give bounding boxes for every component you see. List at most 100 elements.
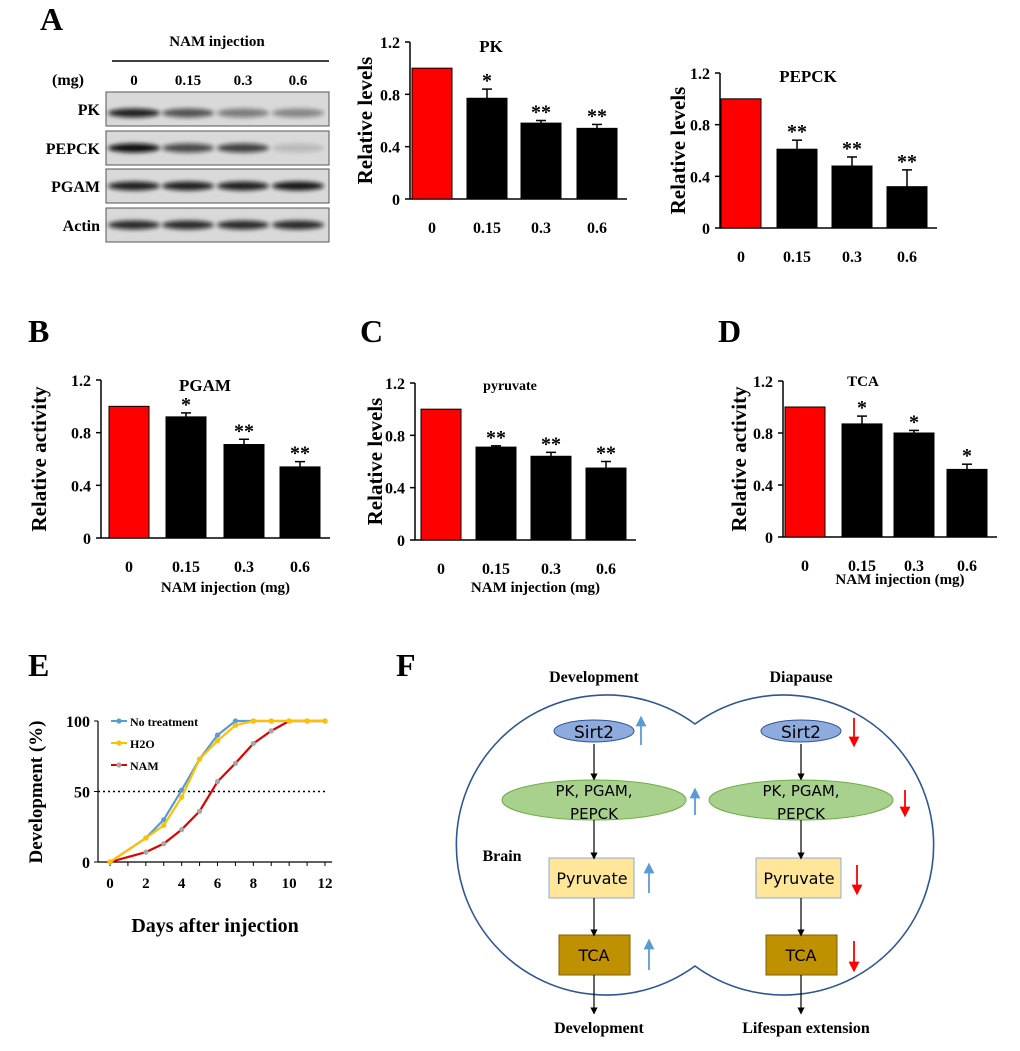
y-tick-label: 0.4 bbox=[753, 478, 773, 495]
blot-band bbox=[108, 220, 160, 230]
data-point bbox=[161, 817, 167, 823]
y-tick-label: 1.2 bbox=[71, 373, 91, 390]
x-tick-label: 0.3 bbox=[842, 249, 862, 266]
blot-band bbox=[217, 181, 269, 191]
x-tick-label: 10 bbox=[282, 876, 297, 892]
legend-label: No treatment bbox=[130, 715, 198, 729]
outcome-label: Development bbox=[554, 1020, 644, 1037]
enzymes-label: PK, PGAM, bbox=[762, 782, 839, 800]
x-tick-label: 0 bbox=[437, 561, 445, 578]
y-tick-label: 0 bbox=[702, 221, 710, 238]
y-tick-label: 50 bbox=[74, 785, 90, 802]
bar bbox=[165, 416, 207, 539]
data-point bbox=[196, 808, 203, 814]
y-tick-label: 0.4 bbox=[380, 140, 400, 157]
bar bbox=[776, 148, 818, 229]
blot-band bbox=[272, 143, 324, 153]
y-tick-label: 0 bbox=[397, 533, 405, 550]
y-axis-label: Relative levels bbox=[353, 57, 377, 185]
significance-label: * bbox=[962, 445, 972, 467]
significance-label: ** bbox=[596, 443, 616, 465]
tca-node bbox=[765, 934, 838, 976]
significance-label: ** bbox=[541, 433, 561, 455]
blot-band bbox=[217, 108, 269, 118]
y-tick-label: 0.4 bbox=[71, 478, 91, 495]
legend-marker bbox=[116, 718, 122, 724]
panel-letter: D bbox=[718, 313, 741, 349]
bar bbox=[411, 67, 453, 200]
enzymes-label: PK, PGAM, bbox=[555, 782, 632, 800]
bar bbox=[475, 446, 517, 541]
blot-band bbox=[108, 181, 160, 191]
data-point bbox=[250, 718, 256, 724]
x-tick-label: 2 bbox=[142, 876, 150, 892]
pathway-left: Development Sirt2 PK, PGAM, PEPCK Pyruvate TC… bbox=[501, 669, 701, 1037]
y-axis-label: Relative levels bbox=[363, 398, 387, 526]
x-tick-label: 12 bbox=[318, 876, 333, 892]
data-point bbox=[232, 760, 239, 766]
blot-band bbox=[272, 220, 324, 230]
sirt2-node bbox=[553, 719, 635, 743]
x-tick-label: 0 bbox=[125, 559, 133, 576]
blot-row-actin bbox=[105, 207, 330, 243]
x-tick-label: 0.6 bbox=[897, 249, 917, 266]
significance-label: ** bbox=[787, 121, 807, 143]
bar bbox=[466, 97, 508, 200]
significance-label: * bbox=[909, 411, 919, 433]
chart-title: pyruvate bbox=[483, 379, 537, 394]
x-tick-label: 0.6 bbox=[596, 561, 616, 578]
x-tick-label: 0.6 bbox=[290, 559, 310, 576]
x-tick-label: 0.6 bbox=[957, 558, 977, 575]
pathway-diagram: Brain Development Sirt2 PK, PGAM, PEPCK Pyruv… bbox=[455, 669, 935, 1037]
y-tick-label: 1.2 bbox=[380, 35, 400, 52]
data-point bbox=[322, 718, 328, 724]
x-axis-label: NAM injection (mg) bbox=[471, 580, 600, 596]
x-tick-label: 4 bbox=[178, 876, 186, 892]
blot-row-label: Actin bbox=[63, 218, 100, 235]
y-axis-label: Relative activity bbox=[727, 386, 751, 532]
significance-label: ** bbox=[587, 105, 607, 127]
panel-letter: E bbox=[28, 647, 49, 683]
bar bbox=[886, 186, 928, 229]
chart-title: PEPCK bbox=[779, 67, 837, 86]
bar bbox=[223, 444, 265, 539]
y-tick-label: 100 bbox=[66, 714, 90, 731]
data-point bbox=[214, 732, 221, 738]
y-tick-label: 0.8 bbox=[71, 426, 91, 443]
x-tick-label: 0.15 bbox=[172, 559, 200, 576]
chart-title: TCA bbox=[847, 374, 879, 390]
y-tick-label: 0.4 bbox=[385, 481, 405, 498]
x-tick-label: 0.6 bbox=[587, 220, 607, 237]
blot-lane-label: 0.6 bbox=[289, 73, 308, 89]
bar bbox=[576, 127, 618, 200]
blot-row-pgam bbox=[105, 168, 330, 204]
x-tick-label: 0.3 bbox=[234, 559, 254, 576]
y-tick-label: 0 bbox=[83, 531, 91, 548]
y-tick-label: 0.8 bbox=[380, 87, 400, 104]
significance-label: * bbox=[857, 397, 867, 419]
data-point bbox=[214, 779, 221, 785]
y-tick-label: 0.8 bbox=[690, 118, 710, 135]
pathway-title: Diapause bbox=[769, 669, 832, 686]
y-tick-label: 0.8 bbox=[753, 426, 773, 443]
data-point bbox=[179, 787, 185, 793]
blot-row-label: PK bbox=[78, 102, 101, 119]
blot-lane-label: 0 bbox=[130, 73, 138, 89]
bar bbox=[720, 98, 762, 229]
y-tick-label: 1.2 bbox=[385, 376, 405, 393]
panel-letter: F bbox=[396, 647, 416, 683]
x-tick-label: 0.3 bbox=[904, 558, 924, 575]
bar bbox=[841, 423, 883, 538]
blot-band bbox=[162, 220, 214, 230]
brain-outline bbox=[455, 694, 935, 996]
tca-label: TCA bbox=[785, 946, 817, 965]
blot-row-label: PGAM bbox=[51, 179, 100, 196]
bar-chart-pk: 0 0.4 0.8 1.2 0 * 0.15 ** 0.3 ** 0.6 PK Relative lev… bbox=[353, 35, 627, 237]
blot-band bbox=[272, 181, 324, 191]
enzymes-label: PEPCK bbox=[570, 805, 619, 823]
y-tick-label: 1.2 bbox=[690, 66, 710, 83]
panel-letter: C bbox=[360, 313, 383, 349]
blot-band bbox=[272, 108, 324, 118]
y-tick-label: 0 bbox=[392, 192, 400, 209]
